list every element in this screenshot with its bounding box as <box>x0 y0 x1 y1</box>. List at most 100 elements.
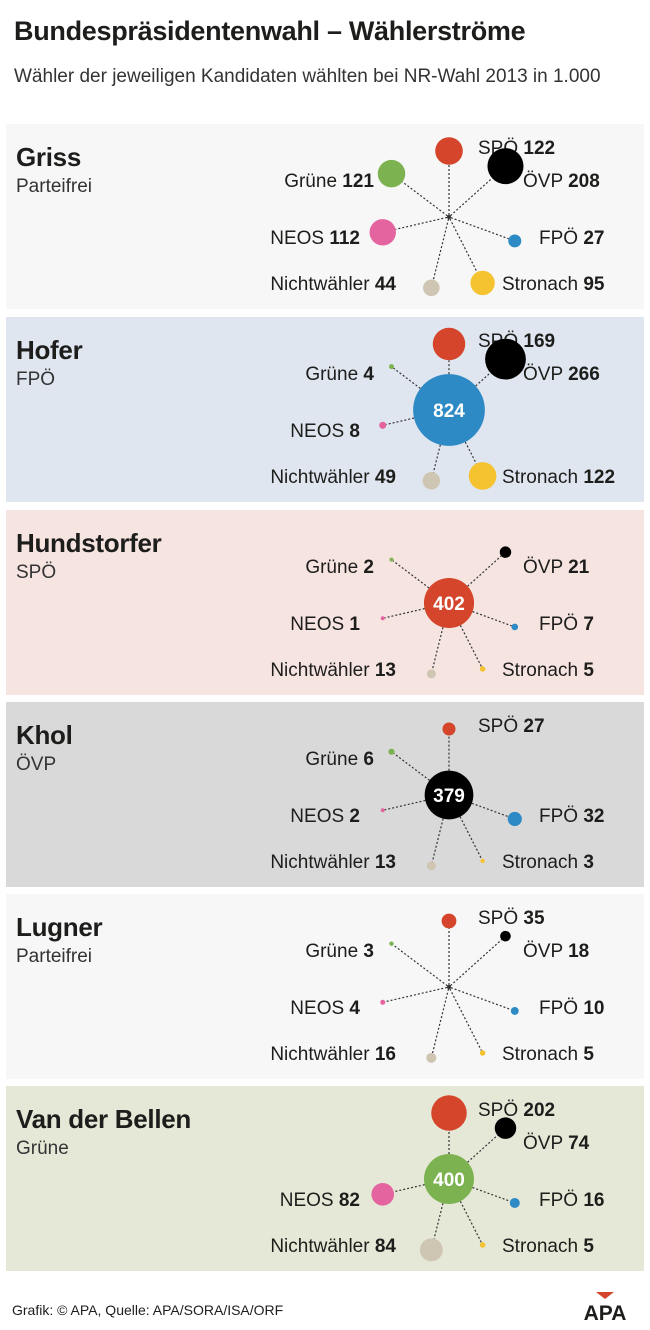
flow-label-party: FPÖ <box>539 998 583 1019</box>
flow-bubble-neos <box>380 999 386 1005</box>
flow-bubble-stronach <box>470 270 495 296</box>
flow-label-value: 95 <box>583 274 605 295</box>
flow-label-gruene: Grüne 4 <box>305 364 374 385</box>
flow-label-value: 7 <box>583 614 594 635</box>
flow-label-value: 27 <box>523 716 544 737</box>
flow-line-oevp <box>450 939 502 987</box>
flow-label-stronach: Stronach 5 <box>502 1044 594 1065</box>
flow-bubble-gruene <box>388 364 394 370</box>
flow-bubble-neos <box>379 421 387 429</box>
flow-label-value: 82 <box>339 1190 360 1211</box>
flow-label-oevp: ÖVP 208 <box>523 171 600 192</box>
flow-bubble-oevp <box>485 338 526 380</box>
flow-label-stronach: Stronach 5 <box>502 1236 594 1257</box>
flow-label-value: 2 <box>349 806 360 827</box>
apa-logo-text: APA <box>584 1302 627 1322</box>
flow-line-oevp <box>467 1134 498 1163</box>
flow-line-neos <box>395 216 448 230</box>
flow-label-party: Nichtwähler <box>270 1236 375 1257</box>
flow-label-value: 202 <box>523 1100 555 1121</box>
flow-label-value: 10 <box>583 998 604 1019</box>
flow-label-party: FPÖ <box>539 1190 583 1211</box>
flow-label-value: 266 <box>568 364 600 385</box>
flow-label-party: ÖVP <box>523 1133 568 1154</box>
flow-label-party: SPÖ <box>478 908 523 929</box>
flow-label-value: 16 <box>583 1190 604 1211</box>
flow-label-party: ÖVP <box>523 941 568 962</box>
flow-line-gruene <box>392 560 430 589</box>
flow-bubble-fpoe <box>509 1197 520 1208</box>
flow-label-oevp: ÖVP 21 <box>523 557 590 578</box>
flow-line-stronach <box>464 441 477 464</box>
candidate-name: Griss <box>16 142 81 172</box>
flow-label-value: 6 <box>363 749 374 770</box>
flow-bubble-oevp <box>500 930 511 942</box>
flow-line-fpoe <box>472 611 512 627</box>
flow-label-value: 84 <box>375 1236 397 1257</box>
flow-label-value: 35 <box>523 908 545 929</box>
flow-label-party: Stronach <box>502 660 583 681</box>
flow-label-gruene: Grüne 121 <box>284 171 374 192</box>
center-bubble <box>413 374 485 446</box>
flow-line-nichtwaehler <box>431 627 444 670</box>
flow-label-party: NEOS <box>290 421 349 442</box>
flow-label-fpoe: FPÖ 10 <box>539 998 604 1019</box>
flow-label-value: 5 <box>583 1044 594 1065</box>
candidate-name: Lugner <box>16 912 103 942</box>
flow-label-value: 8 <box>349 421 360 442</box>
flow-bubble-fpoe <box>507 811 522 827</box>
flow-bubble-nichtwaehler <box>426 669 436 679</box>
flow-label-party: Grüne <box>305 557 363 578</box>
flow-label-party: SPÖ <box>478 716 523 737</box>
candidate-panel-griss: Griss Parteifrei SPÖ 122 ÖVP 208 FPÖ 27 Stron… <box>6 124 644 309</box>
flow-bubble-oevp <box>494 1117 517 1139</box>
flow-line-fpoe <box>472 1186 511 1202</box>
flow-line-oevp <box>475 372 491 387</box>
flow-line-nichtwaehler <box>433 1203 444 1239</box>
flow-line-fpoe <box>471 802 509 818</box>
flow-chart-van-der-bellen: SPÖ 202 ÖVP 74 FPÖ 16 Stronach 5 Nichtwähler… <box>270 1095 604 1262</box>
flow-line-fpoe <box>450 217 509 240</box>
candidate-party: Grüne <box>16 1138 69 1159</box>
flow-line-gruene <box>393 367 421 389</box>
flow-label-value: 122 <box>583 467 615 488</box>
flow-label-neos: NEOS 82 <box>280 1190 360 1211</box>
flow-line-fpoe <box>450 987 512 1011</box>
flow-label-value: 49 <box>375 467 396 488</box>
flow-label-value: 4 <box>349 998 360 1019</box>
candidate-name: Van der Bellen <box>16 1104 191 1134</box>
flow-bubble-spoe <box>431 1095 467 1131</box>
flow-label-party: Nichtwähler <box>270 852 375 873</box>
center-value: 379 <box>433 786 465 807</box>
flow-label-value: 121 <box>342 171 374 192</box>
flow-label-value: 1 <box>349 614 360 635</box>
flow-label-value: 5 <box>583 660 594 681</box>
flow-label-value: 44 <box>375 274 397 295</box>
flow-bubble-fpoe <box>510 1006 519 1015</box>
candidate-name: Hofer <box>16 335 83 365</box>
center-dot <box>447 985 451 989</box>
flow-line-gruene <box>393 753 430 781</box>
flow-label-oevp: ÖVP 74 <box>523 1133 590 1154</box>
flow-label-party: Stronach <box>502 1236 583 1257</box>
flow-bubble-stronach <box>479 1242 486 1248</box>
flow-label-value: 18 <box>568 941 589 962</box>
flow-label-party: Grüne <box>305 364 363 385</box>
flow-bubble-nichtwaehler <box>426 1052 437 1063</box>
candidate-panel-van-der-bellen: Van der Bellen Grüne SPÖ 202 ÖVP 74 FPÖ 16 St… <box>6 1086 644 1271</box>
flow-label-gruene: Grüne 2 <box>305 557 374 578</box>
flow-bubble-spoe <box>435 137 463 165</box>
flow-label-party: Grüne <box>284 171 342 192</box>
flow-line-nichtwaehler <box>431 988 450 1054</box>
flow-bubble-gruene <box>377 159 406 188</box>
candidate-party: SPÖ <box>16 562 57 583</box>
flow-label-value: 32 <box>583 806 604 827</box>
flow-label-neos: NEOS 112 <box>270 228 360 249</box>
flow-label-value: 122 <box>523 138 555 159</box>
flow-label-party: Stronach <box>502 467 583 488</box>
flow-label-party: Nichtwähler <box>270 467 375 488</box>
